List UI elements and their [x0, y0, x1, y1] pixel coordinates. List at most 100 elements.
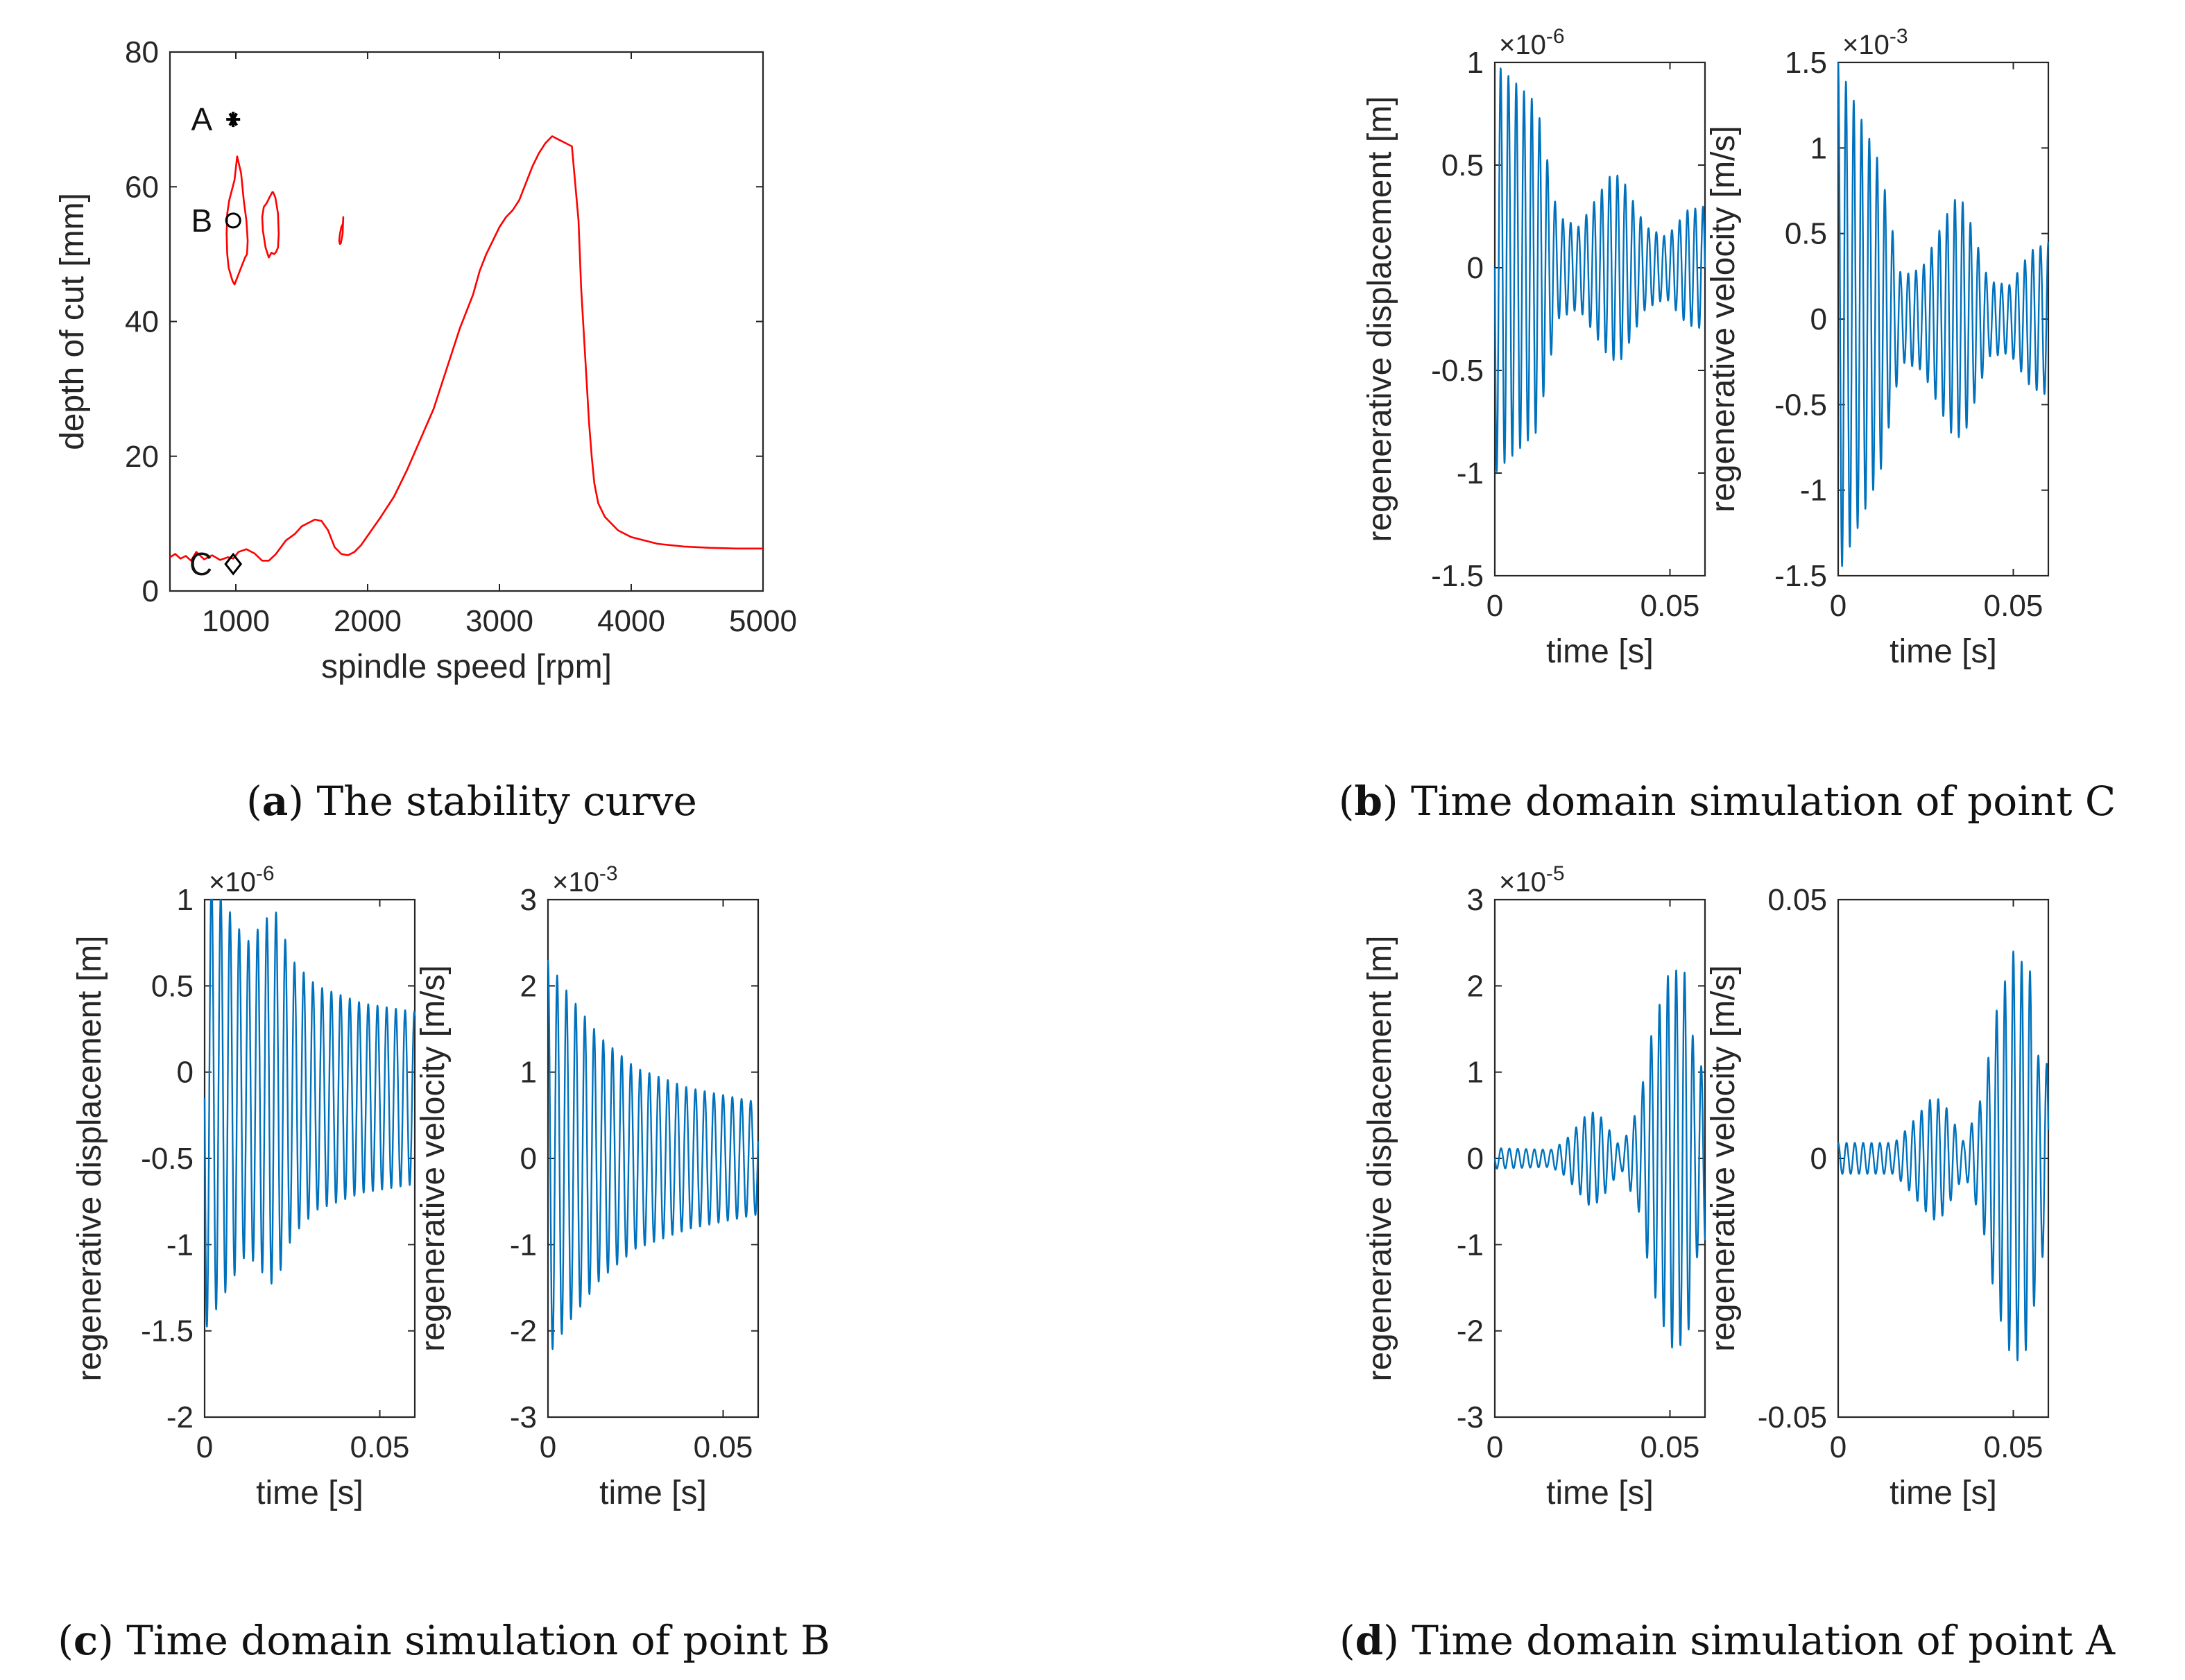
y-tick-label: -1 [1800, 474, 1827, 508]
x-axis-label: time [s] [1890, 1475, 1997, 1511]
y-tick-label: -3 [510, 1400, 537, 1434]
y-axis-label: regenerative displacement [m] [71, 936, 108, 1382]
panel-d-displacement-chart: 0 0.05 -3 -2 -1 0 1 2 3 time [s] regenerative disp… [1362, 862, 1706, 1511]
x-tick-label: 5000 [729, 604, 797, 638]
y-tick-label: 2 [520, 969, 537, 1003]
multiplier-exponent: -5 [1546, 862, 1565, 885]
signal-line [1837, 62, 2050, 567]
signal-line [1837, 950, 2050, 1362]
y-axis-label: regenerative velocity [m/s] [1705, 965, 1742, 1352]
y-tick-label: 1 [520, 1056, 537, 1090]
signal-line [203, 898, 416, 1328]
y-axis-label: regenerative displacement [m] [1362, 936, 1398, 1382]
y-tick-label: -1 [1457, 456, 1484, 490]
multiplier-exponent: -6 [256, 862, 275, 885]
y-tick-label: 3 [520, 883, 537, 917]
y-tick-label: -0.05 [1758, 1400, 1827, 1434]
x-tick-label: 4000 [597, 604, 665, 638]
y-tick-label: -1.5 [1774, 559, 1827, 593]
y-tick-label: -0.5 [1431, 354, 1484, 388]
marker-label-b: B [191, 203, 213, 239]
axis-multiplier: ×10-6 [1499, 25, 1565, 60]
y-tick-label: -3 [1457, 1400, 1484, 1434]
x-tick-label: 1000 [202, 604, 270, 638]
plot-frame [547, 898, 760, 1418]
stability-series-2 [261, 191, 280, 259]
y-tick-label: 0 [177, 1056, 194, 1090]
caption-a: (a) The stability curve [246, 778, 697, 825]
y-tick-label: -1.5 [1431, 559, 1484, 593]
multiplier-base: ×10 [1499, 30, 1546, 60]
axis-multiplier: ×10-3 [552, 862, 618, 898]
x-axis-label: time [s] [256, 1475, 363, 1511]
y-tick-label: 1 [1467, 46, 1484, 80]
multiplier-exponent: -3 [1890, 25, 1908, 48]
x-axis-label: time [s] [1890, 633, 1997, 670]
multiplier-base: ×10 [1842, 30, 1890, 60]
x-tick-label: 0.05 [1984, 1430, 2043, 1464]
y-tick-label: 0 [1810, 302, 1827, 336]
marker-label-c: C [189, 546, 212, 582]
axis-multiplier: ×10-6 [209, 862, 275, 898]
signal-line [1493, 969, 1706, 1348]
x-tick-label: 0 [1830, 1430, 1846, 1464]
y-tick-label: 0.5 [1785, 217, 1827, 251]
y-tick-label: -2 [166, 1400, 194, 1434]
axis-multiplier: ×10-3 [1842, 25, 1908, 60]
y-tick-label: 0 [1467, 1142, 1484, 1176]
multiplier-base: ×10 [552, 867, 599, 898]
x-tick-label: 0.05 [1984, 589, 2043, 623]
marker-c-diamond [224, 552, 243, 576]
plot-frame [169, 51, 764, 592]
stability-series-0 [169, 135, 763, 562]
axis-multiplier: ×10-5 [1499, 862, 1565, 898]
x-axis-label: time [s] [1546, 1475, 1654, 1511]
y-tick-label: -0.5 [141, 1142, 194, 1176]
x-tick-label: 0.05 [1640, 1430, 1700, 1464]
signal-line [547, 959, 760, 1351]
y-tick-label: 0.05 [1767, 883, 1827, 917]
panel-b-velocity-chart: 0 0.05 -1.5 -1 -0.5 0 0.5 1 1.5 time [s] regenerat… [1705, 25, 2050, 670]
signal-line [1493, 67, 1706, 472]
y-tick-label: 40 [125, 305, 159, 339]
y-axis-label: regenerative velocity [m/s] [1705, 126, 1742, 513]
y-tick-label: -1 [166, 1228, 194, 1262]
stability-series-1 [225, 155, 249, 286]
y-tick-label: -1 [510, 1228, 537, 1262]
y-tick-label: 2 [1467, 969, 1484, 1003]
y-tick-label: 0 [1810, 1142, 1827, 1176]
panel-a-stability-chart: 1000 2000 3000 4000 5000 0 20 40 60 80 spindle spe… [54, 35, 797, 685]
x-tick-label: 3000 [465, 604, 533, 638]
y-tick-label: 0 [520, 1142, 537, 1176]
x-axis-label: time [s] [1546, 633, 1654, 670]
x-axis-label: time [s] [599, 1475, 707, 1511]
x-tick-label: 0 [1830, 589, 1846, 623]
x-tick-label: 0 [1486, 589, 1503, 623]
y-tick-label: 60 [125, 170, 159, 204]
y-tick-label: 1 [177, 883, 194, 917]
x-tick-label: 0.05 [1640, 589, 1700, 623]
y-tick-label: 20 [125, 440, 159, 474]
multiplier-exponent: -6 [1546, 25, 1565, 48]
y-tick-label: -2 [1457, 1314, 1484, 1348]
x-tick-label: 0 [1486, 1430, 1503, 1464]
caption-c: (c) Time domain simulation of point B [58, 1617, 830, 1664]
marker-a-asterisk [226, 112, 241, 128]
y-tick-label: 3 [1467, 883, 1484, 917]
y-tick-label: -2 [510, 1314, 537, 1348]
y-tick-label: -1.5 [141, 1314, 194, 1348]
y-tick-label: 1.5 [1785, 46, 1827, 80]
x-axis-label: spindle speed [rpm] [321, 649, 612, 685]
panel-c-displacement-chart: 0 0.05 -2 -1.5 -1 -0.5 0 0.5 1 time [s] regenerati… [71, 862, 416, 1511]
x-tick-label: 2000 [334, 604, 402, 638]
marker-label-a: A [191, 101, 213, 137]
marker-b-circle [225, 212, 241, 229]
y-tick-label: 1 [1810, 131, 1827, 165]
multiplier-base: ×10 [1499, 867, 1546, 898]
multiplier-exponent: -3 [599, 862, 618, 885]
caption-b: (b) Time domain simulation of point C [1339, 778, 2116, 825]
y-tick-label: 80 [125, 35, 159, 69]
panel-b-displacement-chart: 0 0.05 -1.5 -1 -0.5 0 0.5 1 time [s] regenerative… [1362, 25, 1706, 670]
y-axis-label: regenerative velocity [m/s] [415, 965, 452, 1352]
